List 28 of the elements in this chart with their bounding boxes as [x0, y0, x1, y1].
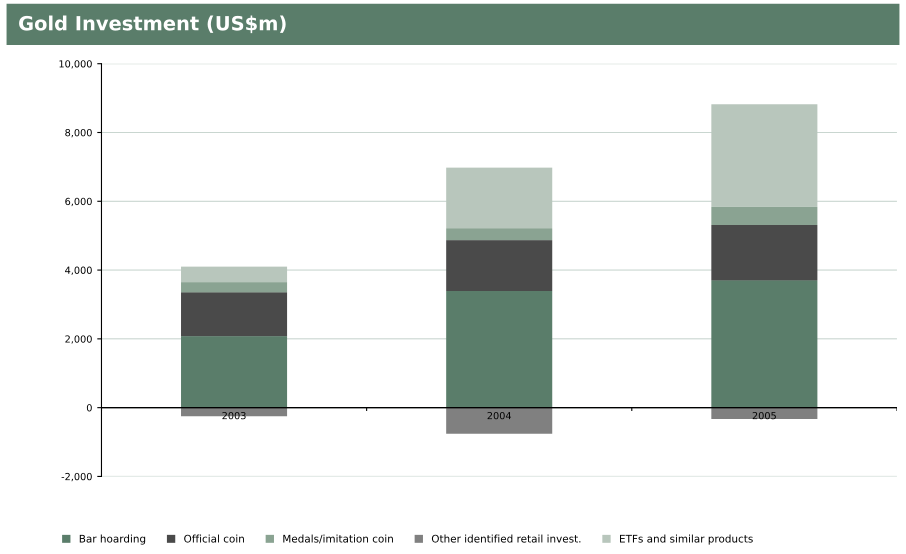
x-tick-label: 2004	[488, 412, 512, 420]
bar	[446, 168, 552, 228]
x-tick-label: 2005	[752, 412, 776, 420]
legend-label: Official coin	[184, 534, 244, 543]
y-tick-label: 6,000	[65, 198, 92, 206]
bar	[181, 292, 288, 336]
bar	[446, 408, 552, 434]
chart-title: Gold Investment (US$m)	[19, 16, 286, 34]
y-tick-label: 8,000	[65, 128, 92, 138]
bar	[711, 225, 818, 280]
bar	[446, 228, 552, 240]
y-tick-label: 4,000	[65, 266, 92, 275]
y-tick-label: 10,000	[59, 60, 92, 69]
bar	[181, 282, 288, 292]
bar	[711, 104, 818, 207]
bar	[181, 336, 288, 408]
bar	[446, 240, 552, 292]
bar	[181, 266, 288, 282]
y-tick-label: -2,000	[62, 472, 92, 482]
legend-label: Bar hoarding	[80, 534, 146, 545]
y-tick-label: 0	[86, 404, 92, 412]
legend-label: Other identified retail invest.	[432, 534, 580, 543]
bar	[711, 280, 818, 408]
y-tick-label: 2,000	[65, 335, 92, 344]
legend-label: Medals/imitation coin	[283, 534, 393, 544]
bar	[446, 291, 552, 408]
bar	[711, 206, 818, 226]
legend-label: ETFs and similar products	[620, 534, 753, 545]
